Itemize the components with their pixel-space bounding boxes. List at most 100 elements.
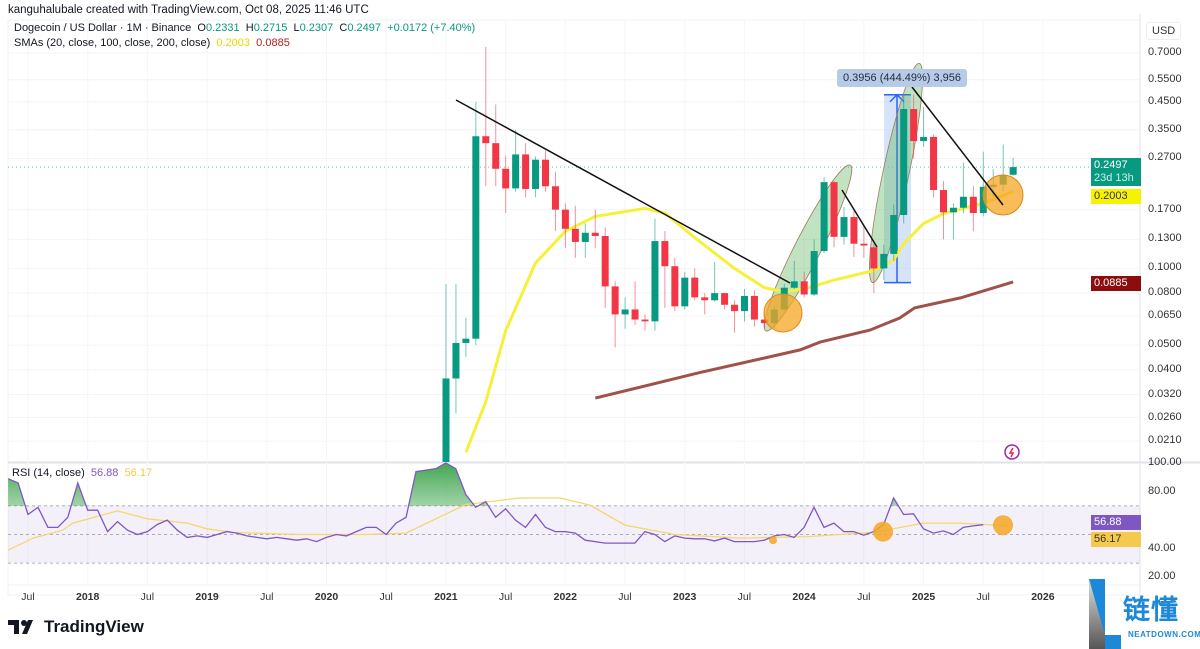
candle-body	[631, 309, 639, 320]
candle	[492, 104, 500, 187]
candle-body	[890, 215, 898, 254]
candle	[830, 181, 838, 248]
sma-legend[interactable]: SMAs (20, close, 100, close, 200, close)…	[14, 37, 290, 49]
candle-body	[561, 209, 569, 229]
candle-body	[830, 182, 838, 237]
symbol-legend[interactable]: Dogecoin / US Dollar · 1M · Binance O0.2…	[14, 22, 475, 34]
candle	[472, 101, 480, 346]
candle-body	[611, 286, 619, 315]
rsi-tick: 80.00	[1148, 484, 1176, 497]
candle	[611, 281, 619, 348]
candle	[870, 243, 878, 294]
time-label: 2020	[314, 591, 339, 603]
rsi-ma-line	[7, 497, 1008, 551]
candle-body	[571, 228, 579, 242]
candle	[561, 203, 569, 249]
time-label: 2026	[1031, 591, 1055, 603]
candle	[969, 186, 977, 232]
time-label: 2023	[673, 591, 697, 603]
open-label: O	[197, 22, 206, 34]
rsi-tick: 40.00	[1148, 541, 1176, 554]
time-label: 2025	[911, 591, 936, 603]
candle	[681, 271, 689, 310]
highlight-ellipse	[869, 63, 923, 283]
candle-body	[800, 281, 808, 295]
candle	[949, 203, 957, 240]
tradingview-logo[interactable]: TradingView	[8, 617, 144, 637]
candle	[920, 106, 928, 147]
candle-body	[482, 136, 490, 144]
sma200-badge: 0.0885	[1091, 276, 1141, 291]
candle-body	[810, 251, 818, 295]
rsi-highlight-circle	[873, 521, 893, 542]
candle	[532, 156, 540, 198]
price-tick: 0.0320	[1148, 387, 1182, 400]
candle-body	[910, 109, 918, 142]
candle	[512, 129, 520, 192]
price-tick: 0.0400	[1148, 362, 1182, 375]
time-label: Jul	[857, 591, 871, 603]
candle-body	[850, 217, 858, 244]
trendline	[455, 99, 791, 284]
price-tick: 0.1700	[1148, 202, 1182, 215]
time-label: Jul	[737, 591, 752, 603]
time-label: Jul	[618, 591, 632, 603]
candle	[820, 177, 828, 253]
candle-body	[551, 186, 559, 210]
candle	[571, 205, 579, 258]
candle	[442, 283, 450, 462]
candle-body	[790, 281, 798, 288]
price-tick: 0.3500	[1148, 122, 1182, 135]
rsi-badge: 56.88	[1091, 515, 1141, 530]
icon-ring	[1004, 444, 1020, 460]
low-label: L	[293, 22, 300, 34]
rsi-ma-badge: 56.17	[1091, 532, 1141, 547]
tradingview-logo-icon	[8, 620, 33, 634]
watermark-logo-icon	[1089, 579, 1121, 649]
price-tick: 0.4500	[1148, 94, 1182, 107]
candle	[790, 260, 798, 290]
high-value: 0.2715	[253, 22, 288, 34]
candle	[462, 317, 470, 357]
rsi-highlight-circle	[993, 515, 1013, 536]
candle	[940, 181, 947, 240]
candle	[731, 300, 739, 333]
candle-body	[949, 207, 957, 213]
candle	[621, 297, 629, 329]
candle-body	[601, 236, 609, 287]
candle-body	[860, 243, 868, 246]
candle	[542, 150, 549, 192]
countdown: 23d 13h	[1094, 172, 1134, 184]
candle	[930, 134, 938, 198]
candle-body	[502, 168, 510, 189]
measure-label[interactable]: 0.3956 (444.49%) 3,956	[837, 69, 968, 87]
icon-bolt	[1008, 447, 1015, 458]
candle	[651, 218, 659, 331]
candle	[1009, 157, 1017, 176]
candle-body	[462, 338, 470, 343]
candle-body	[959, 196, 967, 208]
high-label: H	[245, 22, 254, 34]
candle	[880, 244, 888, 281]
rsi-legend[interactable]: RSI (14, close) 56.88 56.17	[12, 467, 152, 479]
candle	[890, 204, 898, 261]
watermark-en: NEATDOWN.COM	[1128, 630, 1200, 639]
candle-body	[671, 266, 679, 307]
candle-body	[840, 217, 848, 237]
candle-body	[621, 309, 629, 315]
rsi-highlight-circle	[769, 536, 777, 545]
change-value: +0.0172 (+7.40%)	[387, 22, 476, 34]
candle-body	[731, 304, 739, 312]
low-value: 0.2307	[299, 22, 334, 34]
time-label: Jul	[379, 591, 393, 603]
currency-label[interactable]: USD	[1146, 22, 1182, 40]
candle-body	[930, 136, 938, 191]
candle	[800, 271, 808, 298]
candle	[631, 281, 639, 325]
replay-icon	[1004, 444, 1020, 460]
candle-body	[1009, 167, 1017, 175]
candle-body	[512, 154, 520, 189]
price-tick: 0.1300	[1148, 232, 1182, 245]
trendline	[911, 86, 1004, 206]
